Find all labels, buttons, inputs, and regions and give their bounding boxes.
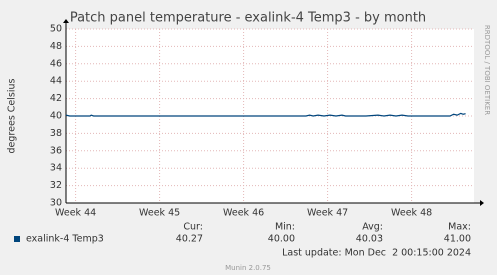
y-tick-label: 30 bbox=[50, 198, 62, 209]
summary-header: Min: bbox=[275, 222, 295, 233]
y-tick-label: 44 bbox=[50, 76, 62, 87]
y-tick-label: 34 bbox=[50, 163, 62, 174]
side-text: RRDTOOL / TOBI OETIKER bbox=[483, 25, 491, 115]
summary-value: 40.27 bbox=[176, 234, 203, 245]
y-tick-label: 40 bbox=[50, 111, 62, 122]
summary-value: 40.03 bbox=[356, 234, 383, 245]
y-tick-label: 32 bbox=[50, 180, 62, 191]
x-tick-label: Week 45 bbox=[139, 208, 180, 219]
summary-header: Cur: bbox=[183, 222, 203, 233]
summary-value: 41.00 bbox=[444, 234, 471, 245]
x-tick-label: Week 44 bbox=[55, 208, 96, 219]
x-tick-label: Week 48 bbox=[391, 208, 432, 219]
y-tick-label: 46 bbox=[50, 58, 62, 69]
chart-title: Patch panel temperature - exalink-4 Temp… bbox=[70, 11, 426, 26]
x-tick-label: Week 46 bbox=[223, 208, 264, 219]
y-tick-label: 42 bbox=[50, 93, 62, 104]
summary-header: Max: bbox=[448, 222, 471, 233]
y-axis-label: degrees Celsius bbox=[7, 78, 18, 153]
y-tick-label: 48 bbox=[50, 41, 62, 52]
legend-swatch bbox=[14, 236, 20, 242]
x-axis-arrow bbox=[480, 200, 484, 206]
y-axis-arrow bbox=[63, 19, 69, 23]
last-update: Last update: Mon Dec 2 00:15:00 2024 bbox=[282, 248, 471, 259]
y-tick-label: 38 bbox=[50, 128, 62, 139]
data-line bbox=[65, 112, 466, 117]
legend-label: exalink-4 Temp3 bbox=[26, 234, 104, 245]
summary-value: 40.00 bbox=[268, 234, 295, 245]
y-tick-label: 36 bbox=[50, 145, 62, 156]
summary-header: Avg: bbox=[362, 222, 383, 233]
y-tick-label: 50 bbox=[50, 24, 62, 35]
footer: Munin 2.0.75 bbox=[225, 264, 271, 272]
x-tick-label: Week 47 bbox=[307, 208, 348, 219]
